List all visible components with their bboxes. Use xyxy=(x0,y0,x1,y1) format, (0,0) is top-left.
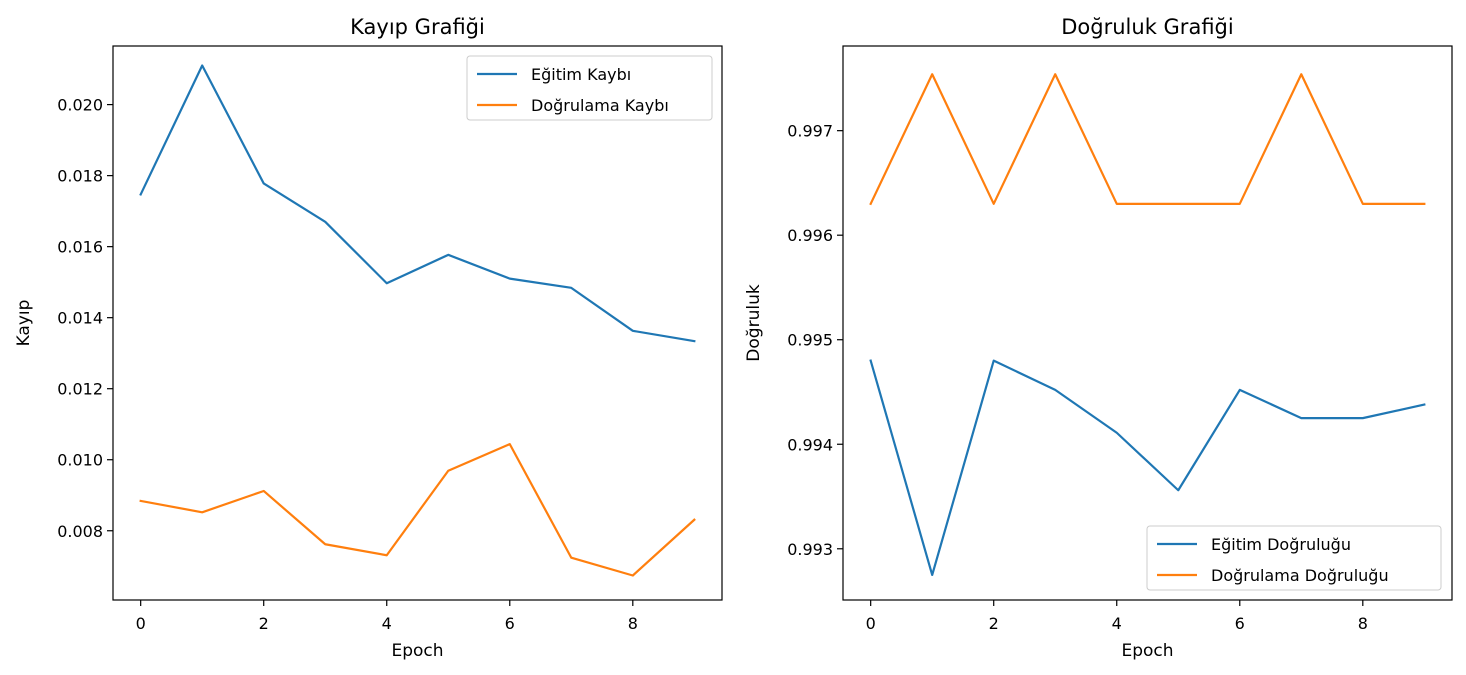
x-tick-label: 0 xyxy=(866,614,876,633)
series-line-1 xyxy=(869,73,1426,206)
series-line-0 xyxy=(869,359,1426,577)
x-tick-label: 4 xyxy=(382,614,392,633)
x-tick-label: 8 xyxy=(628,614,638,633)
loss-chart: Kayıp Grafiği 0 2 4 6 8 0.008 0.010 0.012 0.014 0.… xyxy=(14,15,723,661)
legend: Eğitim Doğruluğu Doğrulama Doğruluğu xyxy=(1146,525,1442,591)
legend-box xyxy=(466,55,713,121)
legend-label-1: Doğrulama Doğruluğu xyxy=(1211,566,1389,585)
x-tick-label: 2 xyxy=(259,614,269,633)
y-axis-label: Kayıp xyxy=(14,300,34,347)
y-tick-label: 0.014 xyxy=(57,309,103,328)
chart-title: Kayıp Grafiği xyxy=(350,15,485,39)
axes-frame xyxy=(112,45,723,601)
chart-title: Doğruluk Grafiği xyxy=(1061,15,1233,39)
x-axis-label: Epoch xyxy=(391,641,443,661)
legend-label-0: Eğitim Kaybı xyxy=(531,65,631,84)
y-tick-label: 0.012 xyxy=(57,380,103,399)
y-tick-label: 0.994 xyxy=(787,435,833,454)
y-tick-label: 0.995 xyxy=(787,331,833,350)
x-tick-label: 4 xyxy=(1112,614,1122,633)
x-tick-label: 2 xyxy=(989,614,999,633)
accuracy-chart: Doğruluk Grafiği 0 2 4 6 8 0.993 0.994 0.995 0.99… xyxy=(744,15,1453,661)
legend-box xyxy=(1146,525,1442,591)
y-axis-label: Doğruluk xyxy=(744,284,764,362)
x-axis-label: Epoch xyxy=(1121,641,1173,661)
axes-frame xyxy=(842,45,1453,601)
x-tick-label: 0 xyxy=(136,614,146,633)
series-line-0 xyxy=(139,64,696,343)
series-line-1 xyxy=(139,443,696,577)
y-tick-label: 0.008 xyxy=(57,522,103,541)
y-tick-label: 0.016 xyxy=(57,238,103,257)
y-tick-label: 0.018 xyxy=(57,167,103,186)
y-tick-label: 0.996 xyxy=(787,226,833,245)
x-tick-label: 6 xyxy=(1235,614,1245,633)
y-tick-label: 0.010 xyxy=(57,451,103,470)
legend-label-0: Eğitim Doğruluğu xyxy=(1211,535,1351,554)
y-tick-label: 0.997 xyxy=(787,122,833,141)
x-tick-label: 6 xyxy=(505,614,515,633)
y-tick-label: 0.993 xyxy=(787,540,833,559)
y-tick-label: 0.020 xyxy=(57,96,103,115)
legend: Eğitim Kaybı Doğrulama Kaybı xyxy=(466,55,713,121)
x-tick-label: 8 xyxy=(1358,614,1368,633)
legend-label-1: Doğrulama Kaybı xyxy=(531,96,669,115)
